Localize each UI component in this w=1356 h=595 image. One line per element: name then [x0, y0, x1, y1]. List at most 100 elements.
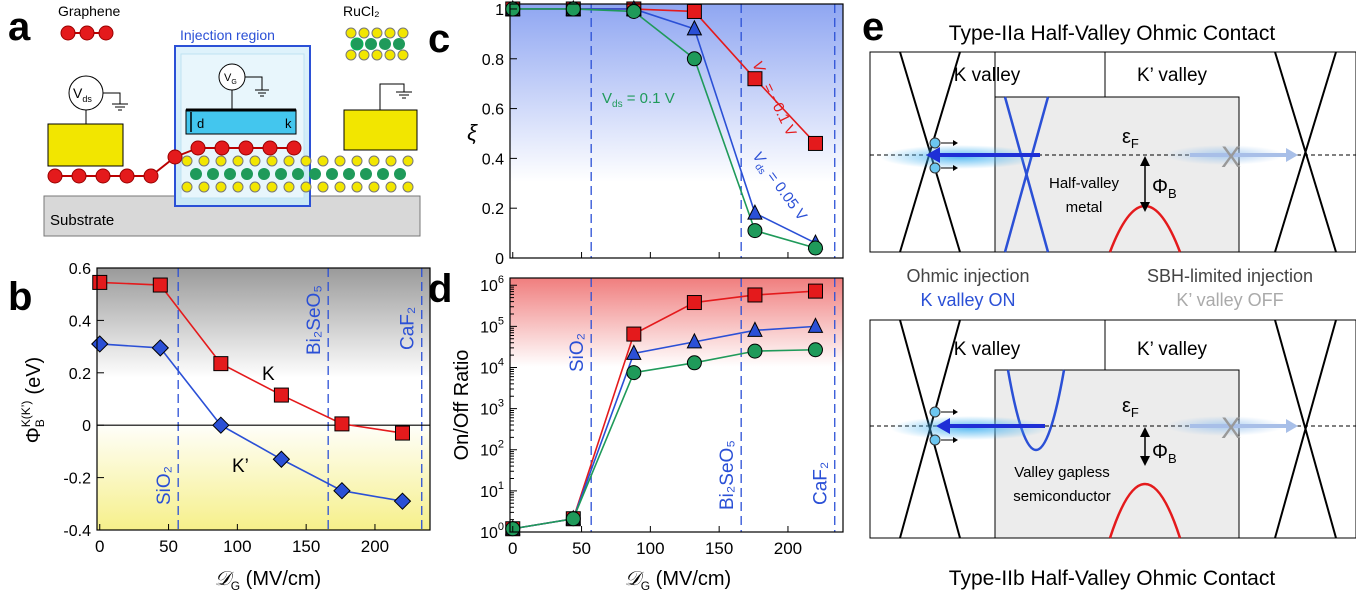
cl-atom: [300, 181, 312, 193]
ru-atom: [190, 168, 202, 180]
y-tick-label: 0.6: [482, 102, 504, 119]
x-tick-label: 100: [223, 537, 251, 556]
rucl2-layer: [181, 155, 414, 193]
panel-letter-d: d: [428, 267, 452, 311]
curve-label-kp: K’: [232, 456, 249, 477]
panel-letter-c: c: [428, 17, 450, 61]
cl-atom: [198, 155, 210, 167]
data-point-1-2: [626, 344, 642, 360]
data-point-1-1: [151, 339, 170, 357]
graphene-legend: Graphene: [58, 3, 120, 19]
cl-atom: [283, 181, 295, 193]
y-tick-label: 101: [480, 480, 504, 501]
data-point-1-4: [333, 481, 351, 500]
y-tick-label: 0.6: [69, 261, 91, 278]
cl-atom: [232, 155, 244, 167]
x-tick-label: 0: [508, 539, 517, 558]
k-valley-on-label: K valley ON: [920, 290, 1015, 310]
cl-atom: [198, 181, 210, 193]
graphene-atom: [167, 149, 183, 165]
ru-atom: [207, 168, 219, 180]
panel-b-xlabel: 𝒟G (MV/cm): [215, 568, 321, 593]
ru-atom: [224, 168, 236, 180]
dielectric-label: SiO₂: [154, 466, 175, 505]
data-point-0-2: [626, 326, 642, 342]
y-tick-label: 106: [480, 274, 504, 295]
series-line-2: [512, 348, 816, 530]
x-tick-label: 50: [159, 537, 178, 556]
rucl2-legend: RuCl₂: [343, 3, 380, 19]
data-point-0-1: [152, 277, 168, 293]
bottom-metal-label-2: semiconductor: [1013, 488, 1111, 505]
graphene-atom: [238, 140, 254, 156]
y-tick-label: 0.2: [482, 201, 504, 218]
substrate-label: Substrate: [50, 212, 114, 229]
bottom-valence-band: [1108, 482, 1182, 539]
cl-atom: [266, 181, 278, 193]
drain-contact: [343, 109, 418, 151]
y-tick-label: 103: [480, 398, 504, 419]
label-vds-green: Vds = 0.1 V: [602, 90, 675, 110]
panel-e-diagram: Type-IIa Half-Valley Ohmic Contact Type-…: [869, 22, 1356, 590]
data-point-0-4: [334, 416, 350, 432]
graphene-atom: [190, 140, 206, 156]
data-point-0-3: [686, 3, 702, 19]
cl-atom: [266, 155, 278, 167]
panel-d-ylabel: On/Off Ratio: [451, 350, 473, 461]
data-point-1-5: [807, 317, 824, 333]
y-tick-label: 0.4: [69, 313, 91, 330]
panel-c-ylabel: ξ: [467, 120, 478, 145]
bottom-metal-region: [994, 369, 1240, 539]
dielectric-label: CaF₂: [398, 307, 419, 350]
graphene-atom: [262, 140, 278, 156]
top-kp-valley-label: K’ valley: [1137, 65, 1208, 86]
y-tick-label: 0.4: [482, 151, 504, 168]
y-tick-label: -0.2: [63, 471, 91, 488]
ru-atom: [241, 168, 253, 180]
cl-atom: [215, 155, 227, 167]
cl-atom: [402, 181, 414, 193]
cl-atom: [249, 155, 261, 167]
data-point-2-1: [565, 1, 581, 17]
top-metal-label-2: metal: [1066, 199, 1103, 216]
graphene-chain: [47, 140, 302, 184]
y-tick-label: 104: [480, 356, 504, 377]
cl-atom: [368, 155, 380, 167]
top-ef-label: εF: [1122, 126, 1139, 151]
cl-atom: [402, 155, 414, 167]
cl-atom: [300, 155, 312, 167]
cl-atom: [368, 181, 380, 193]
graphene-atom: [47, 168, 63, 184]
data-point-2-1: [565, 511, 581, 527]
bottom-metal-label-1: Valley gapless: [1014, 464, 1110, 481]
cl-atom: [215, 181, 227, 193]
data-point-2-2: [626, 365, 642, 381]
data-point-1-5: [393, 492, 412, 510]
series-line-1: [99, 343, 403, 502]
cl-atom: [385, 181, 397, 193]
source-contact: [47, 123, 124, 167]
series-line-0: [99, 281, 403, 434]
panel-d-chart: 0 50 100 150 200 100 101 102 103 104 105 106 SiO₂ Bi₂…: [451, 274, 844, 593]
cl-atom: [317, 155, 329, 167]
gate-dielectric: [185, 109, 297, 135]
cl-atom: [317, 181, 329, 193]
x-tick-label: 0: [95, 537, 104, 556]
data-point-0-3: [686, 295, 702, 311]
curve-label-k: K: [262, 364, 275, 385]
graphene-atom: [119, 168, 135, 184]
d-label: d: [197, 116, 204, 131]
panel-d-xlabel: 𝒟G (MV/cm): [625, 568, 731, 593]
vg-label: VG: [224, 72, 237, 86]
bottom-k-valley-label: K valley: [954, 339, 1021, 360]
series-line-2: [512, 8, 816, 249]
title-type-2a: Type-IIa Half-Valley Ohmic Contact: [949, 22, 1276, 45]
bottom-block-x-icon: X: [1221, 412, 1241, 445]
data-point-2-5: [807, 342, 823, 358]
data-point-2-4: [747, 343, 763, 359]
data-point-0-5: [807, 283, 823, 299]
graphene-atom: [214, 140, 230, 156]
data-point-2-3: [686, 355, 702, 371]
data-point-0-4: [747, 71, 763, 87]
y-tick-label: 1: [495, 2, 504, 19]
